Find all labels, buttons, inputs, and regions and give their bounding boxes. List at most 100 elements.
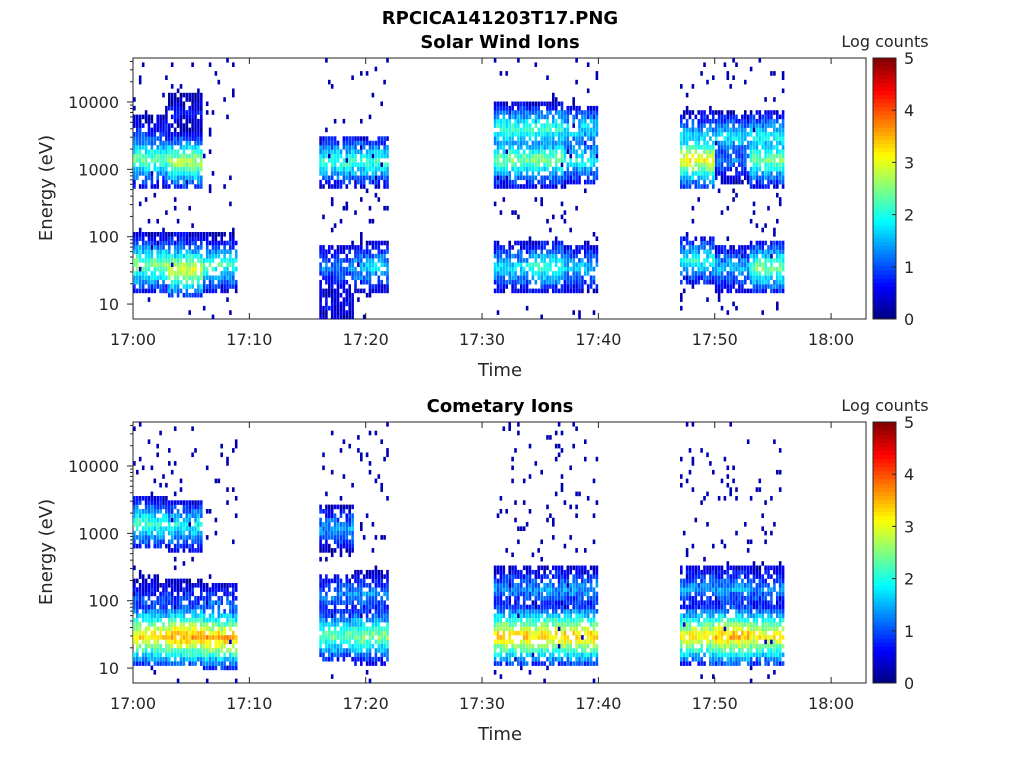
heatmap-cell [543, 123, 546, 128]
heatmap-cell [185, 522, 189, 527]
heatmap-cell [217, 661, 221, 666]
heatmap-cell [505, 136, 508, 141]
heatmap-cell [572, 179, 575, 185]
heatmap-cell [232, 275, 235, 281]
heatmap-cell [685, 271, 689, 276]
heatmap-cell [697, 258, 700, 263]
heatmap-cell [554, 240, 558, 246]
heatmap-cell [563, 149, 567, 154]
heatmap-cell [752, 127, 756, 133]
heatmap-cell [714, 245, 718, 250]
heatmap-cell [581, 245, 584, 250]
heatmap-cell [552, 275, 555, 281]
heatmap-cell [709, 236, 712, 241]
heatmap-cell [351, 171, 354, 176]
heatmap-cell [761, 240, 764, 246]
heatmap-cell [330, 305, 334, 311]
heatmap-cell [223, 609, 226, 614]
heatmap-cell [150, 253, 154, 259]
y-tick-label: 100 [88, 228, 119, 247]
heatmap-cell [365, 643, 369, 649]
heatmap-cell [345, 522, 349, 527]
heatmap-cell [508, 140, 511, 146]
heatmap-cell [179, 639, 183, 645]
heatmap-cell [322, 136, 325, 141]
heatmap-cell [528, 162, 532, 167]
heatmap-cell [691, 262, 695, 267]
heatmap-cell [150, 236, 154, 241]
heatmap-cell [159, 166, 162, 172]
heatmap-cell [755, 149, 759, 154]
heatmap-cell [328, 583, 331, 588]
heatmap-cell [569, 105, 572, 111]
heatmap-cell [508, 184, 511, 189]
colorbar-segment [873, 253, 896, 259]
heatmap-cell [179, 587, 183, 592]
heatmap-cell [371, 158, 375, 163]
heatmap-cell [153, 132, 157, 137]
heatmap-cell [586, 123, 590, 128]
heatmap-cell [776, 140, 779, 146]
heatmap-cell [165, 648, 168, 653]
heatmap-cell [499, 132, 503, 137]
heatmap-cell [191, 105, 194, 111]
heatmap-cell [691, 249, 695, 254]
heatmap-cell [173, 587, 177, 592]
heatmap-cell [520, 132, 523, 137]
heatmap-cell [365, 149, 369, 154]
heatmap-cell [514, 288, 517, 294]
heatmap-cell [223, 626, 226, 632]
heatmap-cell [697, 136, 700, 141]
heatmap-cell [150, 284, 154, 289]
heatmap-cell [773, 153, 776, 159]
heatmap-cell [191, 123, 194, 128]
heatmap-cell [749, 110, 753, 115]
heatmap-cell [176, 258, 180, 263]
heatmap-cell [575, 205, 578, 211]
colorbar-segment [873, 294, 896, 300]
heatmap-cell [182, 145, 186, 150]
heatmap-cell [525, 127, 529, 133]
heatmap-cell [234, 583, 238, 588]
heatmap-cell [319, 301, 322, 307]
heatmap-cell [557, 240, 561, 246]
heatmap-cell [723, 284, 727, 289]
heatmap-cell [499, 266, 503, 272]
heatmap-cell [723, 140, 727, 146]
heatmap-cell [694, 127, 698, 133]
heatmap-cell [714, 271, 718, 276]
heatmap-cell [514, 101, 517, 107]
heatmap-cell [133, 517, 136, 523]
heatmap-cell [360, 140, 363, 146]
heatmap-cell [546, 145, 549, 150]
heatmap-cell [176, 604, 180, 610]
heatmap-cell [552, 179, 555, 185]
heatmap-cell [744, 145, 747, 150]
heatmap-cell [761, 266, 764, 272]
heatmap-cell [345, 526, 349, 531]
heatmap-cell [156, 118, 159, 124]
heatmap-cell [496, 253, 500, 259]
heatmap-cell [351, 258, 354, 263]
heatmap-cell [197, 123, 200, 128]
heatmap-cell [738, 118, 741, 124]
heatmap-cell [348, 149, 351, 154]
heatmap-cell [179, 101, 183, 107]
heatmap-cell [502, 258, 506, 263]
heatmap-cell [342, 314, 346, 320]
heatmap-cell [758, 275, 762, 281]
heatmap-cell [217, 626, 221, 632]
heatmap-cell [179, 140, 183, 146]
heatmap-cell [150, 149, 154, 154]
heatmap-cell [176, 179, 180, 185]
heatmap-cell [153, 153, 157, 159]
heatmap-cell [767, 271, 770, 276]
heatmap-cell [360, 652, 363, 658]
heatmap-cell [592, 266, 596, 272]
heatmap-cell [188, 249, 191, 254]
heatmap-cell [595, 166, 599, 172]
heatmap-cell [744, 162, 747, 167]
heatmap-cell [153, 140, 157, 146]
heatmap-cell [197, 253, 200, 259]
heatmap-cell [755, 279, 759, 285]
